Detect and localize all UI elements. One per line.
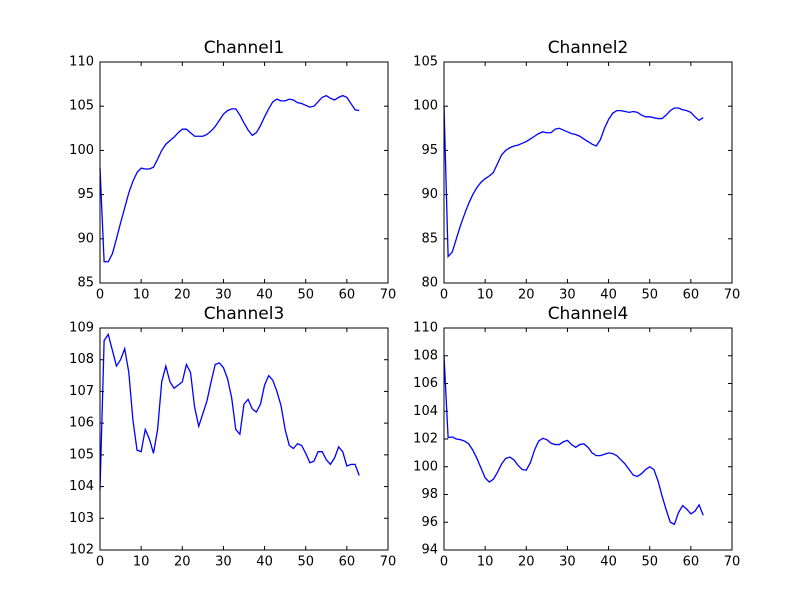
line [99, 332, 360, 490]
x-tick-label: 30 [215, 555, 232, 570]
y-tick-label: 95 [421, 143, 438, 158]
chart-title: Channel4 [548, 304, 629, 324]
axes-frame [443, 327, 733, 551]
line [443, 355, 704, 526]
axes-frame [99, 327, 389, 551]
y-tick-label: 98 [421, 487, 438, 502]
axes-background [100, 62, 388, 283]
y-tick-label: 85 [421, 231, 438, 246]
x-tick-label: 0 [96, 555, 104, 570]
x-tick-label: 40 [600, 555, 617, 570]
axes-frame [99, 61, 389, 284]
chart-title: Channel2 [548, 38, 629, 58]
x-tick-label: 0 [440, 555, 448, 570]
x-tick-label: 0 [440, 288, 448, 303]
y-tick-label: 108 [69, 352, 94, 367]
y-tick-label: 110 [413, 321, 438, 336]
y-tick-label: 96 [421, 515, 438, 530]
x-tick-label: 0 [96, 288, 104, 303]
x-tick-label: 20 [518, 555, 535, 570]
y-tick-label: 106 [413, 376, 438, 391]
y-tick-label: 107 [69, 384, 94, 399]
x-tick-label: 50 [641, 555, 658, 570]
x-tick-label: 70 [724, 288, 741, 303]
x-tick-label: 60 [683, 555, 700, 570]
x-tick-label: 70 [380, 555, 397, 570]
x-tick-label: 30 [559, 288, 576, 303]
y-tick-label: 94 [421, 543, 438, 558]
line [443, 106, 704, 259]
line [99, 94, 360, 263]
y-tick-label: 103 [69, 511, 94, 526]
x-tick-label: 60 [339, 555, 356, 570]
axes-background [444, 62, 732, 283]
x-tick-label: 50 [297, 555, 314, 570]
y-tick-label: 102 [413, 432, 438, 447]
y-tick-label: 100 [69, 143, 94, 158]
axes-background [444, 328, 732, 550]
y-tick-label: 80 [421, 276, 438, 291]
x-tick-label: 40 [256, 555, 273, 570]
y-tick-label: 105 [69, 99, 94, 114]
x-tick-label: 20 [174, 288, 191, 303]
y-tick-label: 90 [421, 187, 438, 202]
y-tick-label: 105 [69, 447, 94, 462]
x-tick-label: 30 [559, 555, 576, 570]
y-tick-label: 106 [69, 416, 94, 431]
chart-title: Channel1 [204, 38, 285, 58]
y-tick-label: 108 [413, 348, 438, 363]
y-tick-label: 95 [77, 187, 94, 202]
y-tick-label: 100 [413, 459, 438, 474]
x-tick-label: 60 [683, 288, 700, 303]
y-tick-label: 85 [77, 276, 94, 291]
y-tick-label: 90 [77, 231, 94, 246]
x-tick-label: 10 [477, 288, 494, 303]
y-tick-label: 110 [69, 55, 94, 70]
x-tick-label: 10 [477, 555, 494, 570]
y-tick-label: 109 [69, 321, 94, 336]
x-tick-label: 10 [133, 555, 150, 570]
axes-frame [443, 61, 733, 284]
axes-background [100, 328, 388, 550]
x-tick-label: 70 [724, 555, 741, 570]
x-tick-label: 40 [256, 288, 273, 303]
x-tick-label: 40 [600, 288, 617, 303]
y-tick-label: 104 [69, 479, 94, 494]
y-tick-label: 105 [413, 55, 438, 70]
x-tick-label: 20 [518, 288, 535, 303]
x-tick-label: 50 [641, 288, 658, 303]
x-tick-label: 10 [133, 288, 150, 303]
y-tick-label: 100 [413, 99, 438, 114]
y-tick-label: 104 [413, 404, 438, 419]
x-tick-label: 70 [380, 288, 397, 303]
x-tick-label: 50 [297, 288, 314, 303]
y-tick-label: 102 [69, 543, 94, 558]
x-tick-label: 30 [215, 288, 232, 303]
x-tick-label: 60 [339, 288, 356, 303]
chart-title: Channel3 [204, 304, 285, 324]
x-tick-label: 20 [174, 555, 191, 570]
